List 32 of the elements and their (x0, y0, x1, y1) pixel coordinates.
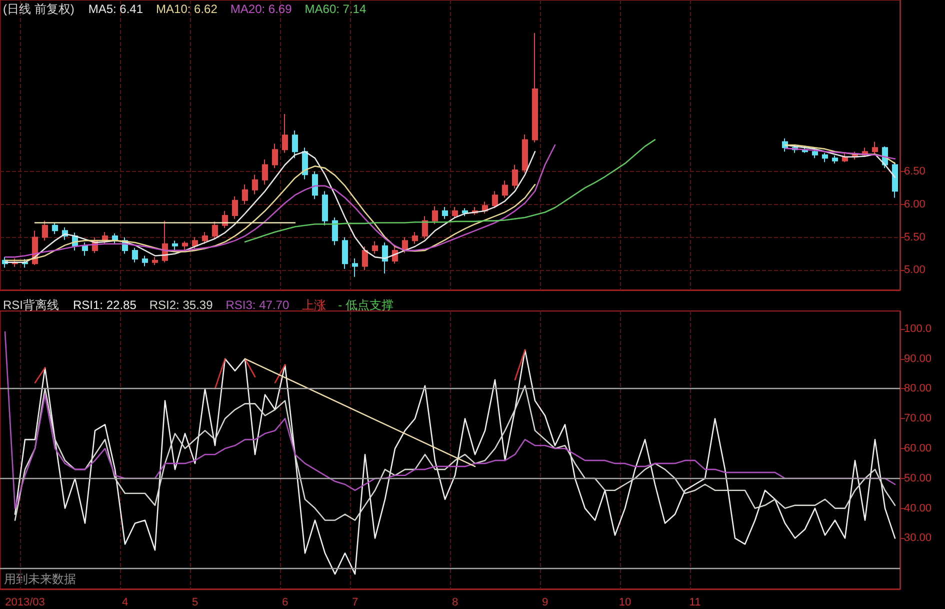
y-tick-label: 5.50 (904, 231, 926, 244)
y-tick-label: 80.00 (904, 382, 932, 395)
y-tick-label: 70.00 (904, 412, 932, 425)
x-tick-label: 8 (452, 596, 458, 608)
text: 上涨 (302, 298, 326, 312)
y-tick-label: 60.00 (904, 442, 932, 455)
y-tick-label: 6.00 (904, 198, 926, 210)
chart-title: (日线 前复权) (3, 2, 74, 16)
annotation: - 低点支撑 (338, 298, 394, 312)
y-tick-label: 6.50 (904, 165, 926, 178)
x-tick-label: 10 (618, 596, 632, 608)
x-tick-label: 7 (352, 596, 358, 608)
x-tick-label: 9 (542, 596, 548, 608)
y-tick-label: 90.00 (904, 352, 932, 365)
y-tick-label: 40.00 (904, 502, 932, 514)
text: MA60: 7.14 (304, 2, 366, 16)
x-tick-label: 6 (282, 596, 288, 608)
x-tick-label: 4 (122, 596, 128, 608)
x-tick-label: 2013/03 (5, 596, 45, 608)
text: RSI3: 47.70 (226, 298, 290, 312)
x-tick-label: 5 (192, 596, 198, 608)
text: MA10: 6.62 (156, 2, 218, 16)
y-tick-label: 100.0 (904, 322, 932, 335)
text: RSI1: 22.85 (73, 298, 137, 312)
y-tick-label: 30.00 (904, 532, 932, 544)
text: MA20: 6.69 (230, 2, 292, 16)
x-tick-label: 11 (689, 596, 701, 608)
text: RSI2: 35.39 (149, 298, 214, 312)
y-tick-label: 50.00 (904, 472, 932, 484)
text: MA5: 6.41 (88, 2, 144, 16)
y-tick-label: 5.00 (904, 264, 926, 276)
chart-title: RSI背离线 (3, 298, 60, 312)
